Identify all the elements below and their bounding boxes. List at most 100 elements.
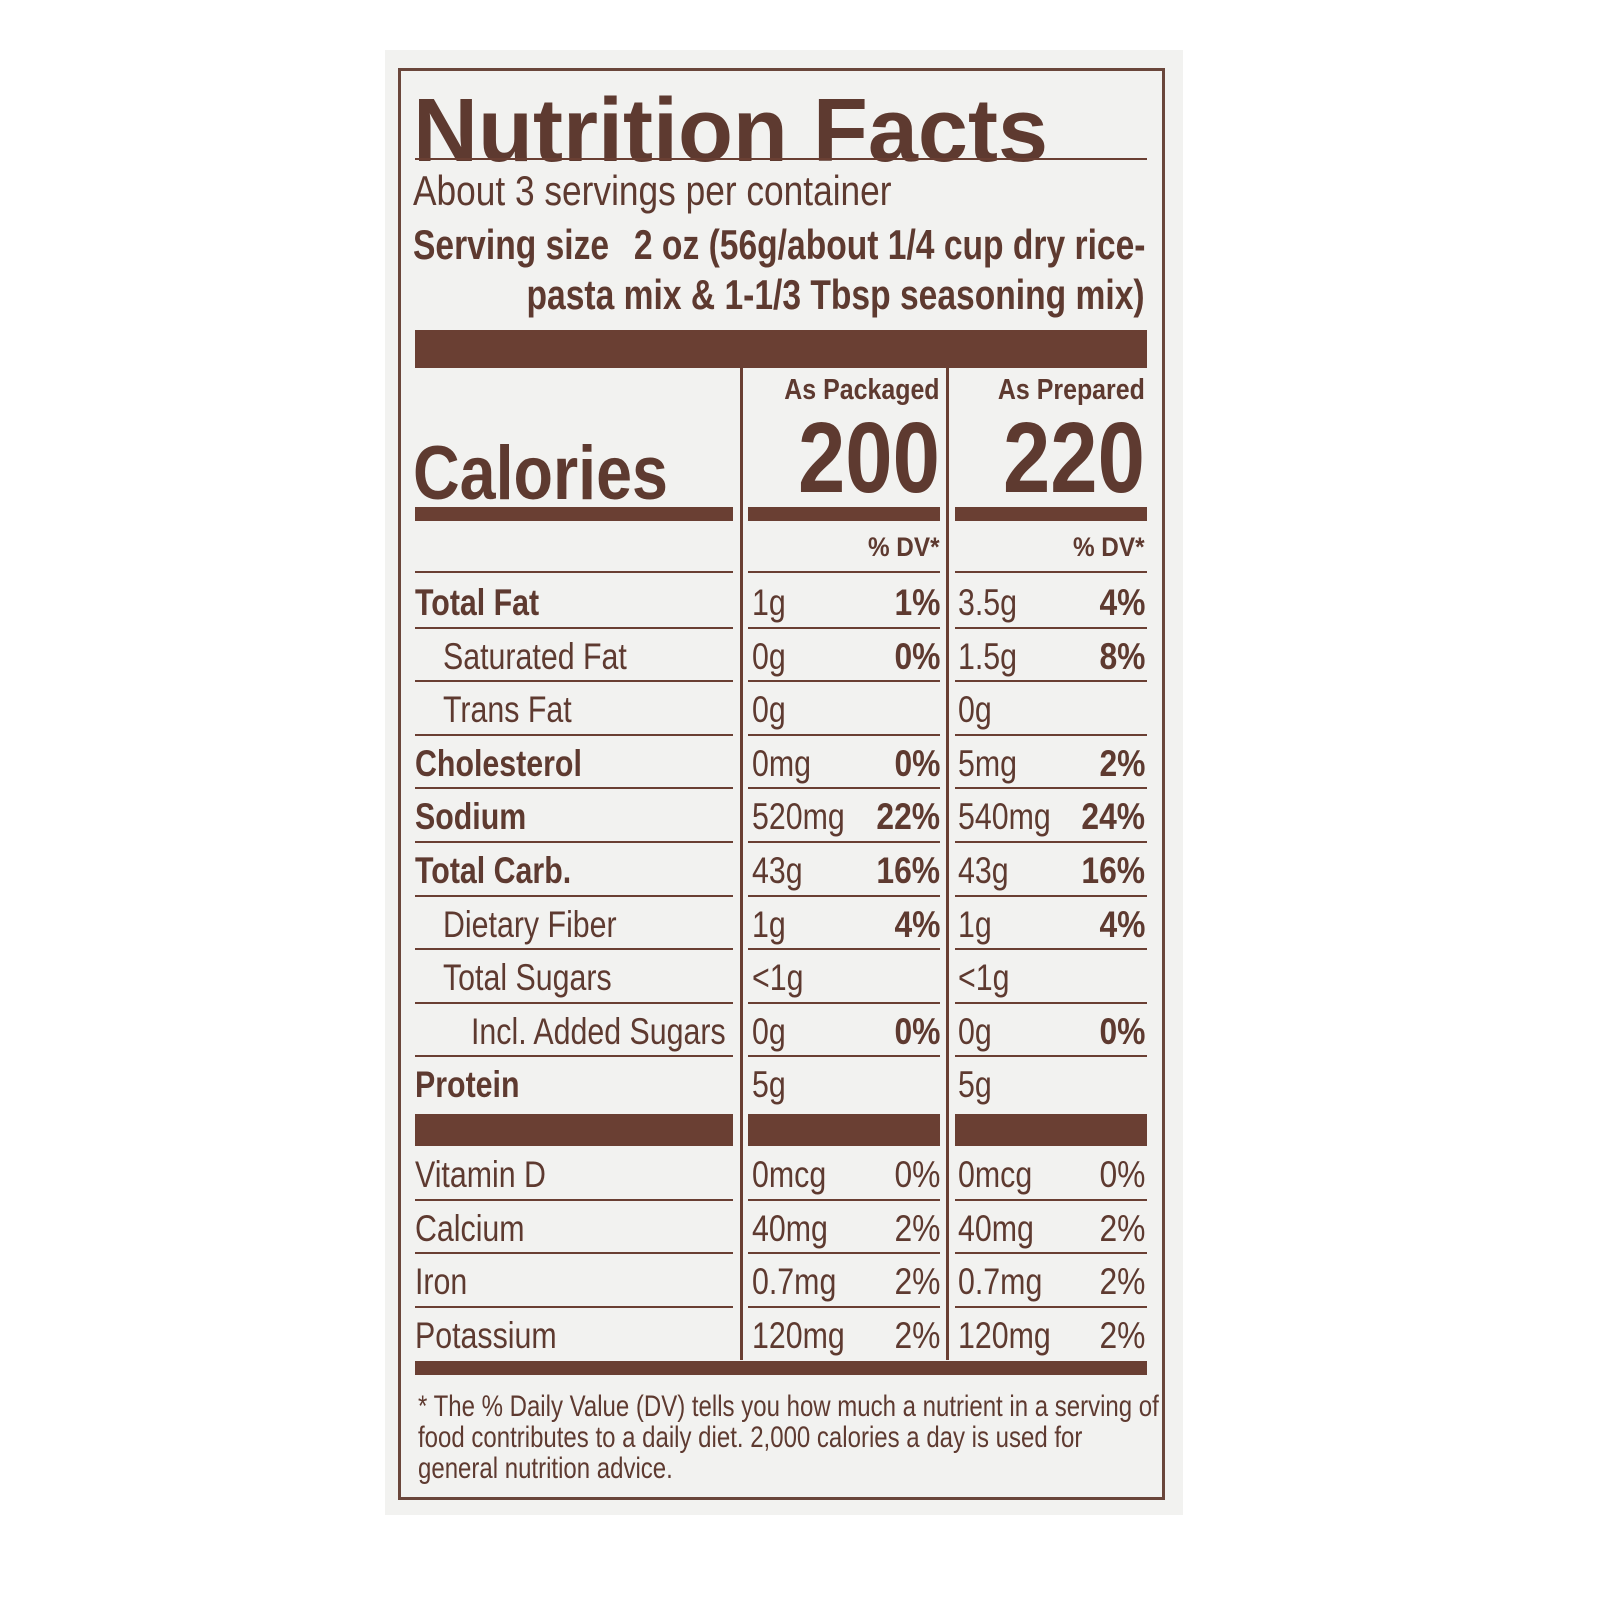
dv-header: % DV* bbox=[868, 532, 940, 562]
daily-value: 16% bbox=[1081, 850, 1145, 891]
rule bbox=[955, 626, 1147, 629]
servings: About 3 servings per container bbox=[413, 167, 892, 214]
rule bbox=[415, 1252, 733, 1255]
thick-bar bbox=[955, 1114, 1147, 1146]
rule bbox=[748, 626, 940, 629]
amount: 520mg bbox=[752, 796, 845, 838]
daily-value: 24% bbox=[1081, 796, 1145, 838]
rule bbox=[955, 1001, 1147, 1004]
amount: 5mg bbox=[958, 742, 1018, 784]
daily-value: 2% bbox=[894, 1261, 940, 1303]
amount: 1g bbox=[752, 582, 786, 623]
amount: 0g bbox=[752, 689, 786, 731]
rule bbox=[415, 1055, 733, 1058]
amount: 40mg bbox=[752, 1207, 828, 1249]
amount: 1g bbox=[958, 903, 992, 945]
dv-header: % DV* bbox=[1073, 532, 1145, 562]
daily-value: 2% bbox=[1099, 742, 1145, 784]
rule bbox=[415, 1001, 733, 1004]
rule bbox=[415, 894, 733, 897]
rule bbox=[955, 1252, 1147, 1255]
rule bbox=[955, 948, 1147, 951]
rule bbox=[748, 1198, 940, 1201]
nutrient-name: Incl. Added Sugars bbox=[471, 1010, 726, 1052]
nutrient-name: Total Fat bbox=[415, 582, 540, 623]
daily-value: 22% bbox=[876, 796, 940, 838]
rule bbox=[415, 787, 733, 790]
amount: 1.5g bbox=[958, 635, 1018, 677]
calories-value: 220 bbox=[1003, 402, 1145, 514]
rule bbox=[748, 680, 940, 683]
thick-bar bbox=[415, 1361, 1147, 1375]
rule bbox=[748, 841, 940, 843]
rule bbox=[415, 571, 733, 573]
footnote: general nutrition advice. bbox=[418, 1452, 673, 1485]
rule bbox=[415, 158, 1147, 160]
thick-bar bbox=[415, 1114, 733, 1146]
column-divider bbox=[740, 368, 743, 1360]
amount: 120mg bbox=[958, 1314, 1051, 1356]
amount: 0.7mg bbox=[958, 1261, 1043, 1303]
amount: 120mg bbox=[752, 1314, 845, 1356]
nutrient-name: Total Sugars bbox=[443, 957, 612, 999]
amount: <1g bbox=[958, 957, 1010, 999]
amount: 3.5g bbox=[958, 582, 1018, 623]
title: Nutrition Facts bbox=[413, 81, 1049, 181]
rule bbox=[415, 841, 733, 843]
thick-bar bbox=[748, 507, 940, 521]
daily-value: 0% bbox=[894, 742, 940, 784]
rule bbox=[748, 1055, 940, 1058]
thick-bar bbox=[415, 330, 1147, 368]
thick-bar bbox=[955, 507, 1147, 521]
amount: <1g bbox=[752, 957, 804, 999]
amount: 43g bbox=[752, 850, 803, 891]
daily-value: 2% bbox=[1099, 1261, 1145, 1303]
nutrient-name: Calcium bbox=[415, 1207, 525, 1249]
daily-value: 4% bbox=[1099, 582, 1145, 623]
nutrient-name: Total Carb. bbox=[415, 850, 572, 891]
nutrient-name: Dietary Fiber bbox=[443, 903, 617, 945]
footnote: * The % Daily Value (DV) tells you how m… bbox=[418, 1390, 1159, 1423]
thick-bar bbox=[748, 1114, 940, 1146]
rule bbox=[955, 1055, 1147, 1058]
rule bbox=[415, 948, 733, 951]
label-panel bbox=[385, 50, 1183, 1515]
serving-size-value: 2 oz (56g/about 1/4 cup dry rice- bbox=[633, 221, 1145, 268]
amount: 0mcg bbox=[958, 1154, 1033, 1195]
rule bbox=[955, 733, 1147, 736]
rule bbox=[955, 1305, 1147, 1308]
amount: 43g bbox=[958, 850, 1009, 891]
rule bbox=[748, 894, 940, 897]
rule bbox=[955, 680, 1147, 683]
rule bbox=[415, 680, 733, 683]
daily-value: 0% bbox=[1099, 1154, 1145, 1195]
rule bbox=[955, 841, 1147, 843]
rule bbox=[748, 948, 940, 951]
rule bbox=[748, 1001, 940, 1004]
rule bbox=[748, 787, 940, 790]
nutrient-name: Saturated Fat bbox=[443, 635, 627, 677]
nutrient-name: Cholesterol bbox=[415, 742, 582, 784]
amount: 5g bbox=[752, 1064, 786, 1106]
nutrient-name: Trans Fat bbox=[443, 689, 572, 731]
nutrient-name: Iron bbox=[415, 1261, 468, 1303]
daily-value: 4% bbox=[894, 903, 940, 945]
column-divider bbox=[946, 368, 949, 1360]
amount: 0g bbox=[752, 1010, 786, 1052]
calories-value: 200 bbox=[798, 402, 940, 514]
thick-bar bbox=[415, 507, 733, 521]
daily-value: 16% bbox=[876, 850, 940, 891]
amount: 540mg bbox=[958, 796, 1051, 838]
label-frame bbox=[398, 68, 1165, 1500]
amount: 0g bbox=[752, 635, 786, 677]
amount: 5g bbox=[958, 1064, 992, 1106]
daily-value: 0% bbox=[894, 1154, 940, 1195]
rule bbox=[955, 571, 1147, 573]
daily-value: 2% bbox=[1099, 1314, 1145, 1356]
amount: 40mg bbox=[958, 1207, 1034, 1249]
rule bbox=[748, 571, 940, 573]
daily-value: 2% bbox=[1099, 1207, 1145, 1249]
rule bbox=[415, 626, 733, 629]
daily-value: 0% bbox=[894, 635, 940, 677]
